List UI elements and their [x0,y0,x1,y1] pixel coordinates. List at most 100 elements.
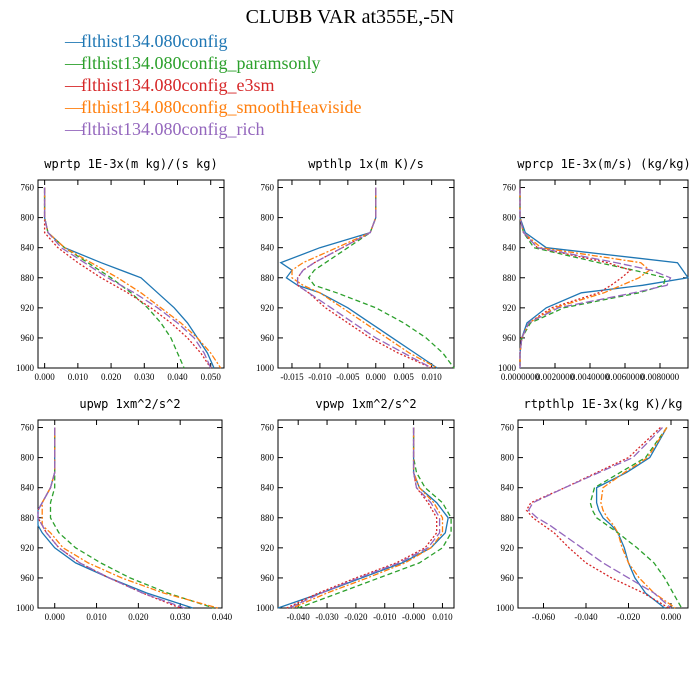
x-tick-label: 0.050 [201,372,222,382]
series-line-2 [589,427,683,609]
x-tick-label: -0.020 [617,612,641,622]
series-line-2 [519,187,667,368]
x-tick-label: 0.000 [45,612,66,622]
y-tick-label: 760 [21,423,35,433]
series-line-1 [595,427,668,609]
y-tick-label: 880 [261,273,275,283]
series-line-2 [297,427,452,609]
chart-panel-5: vpwp 1xm^2/s^2 760 800 840 880 920 960 1000 -0.0… [256,397,455,622]
chart-title: vpwp 1xm^2/s^2 [315,397,416,411]
legend-item: —flthist134.080config_paramsonly [65,52,361,74]
y-tick-label: 760 [261,183,275,193]
plot-frame [277,179,455,369]
series-line-1 [279,187,438,369]
x-tick-label: 0.030 [170,612,191,622]
legend-swatch-4: — [65,97,83,117]
y-tick-label: 920 [501,543,515,553]
x-tick-label: 0.000 [366,372,387,382]
y-tick-label: 960 [21,573,35,583]
legend-label: flthist134.080config_e3sm [81,75,275,95]
chart-panel-6: rtpthlp 1E-3x(kg K)/kg 760 800 840 880 920 960… [496,397,689,622]
legend-item: —flthist134.080config [65,30,361,52]
y-tick-label: 800 [261,213,275,223]
figure-title: CLUBB VAR at355E,-5N [245,6,455,28]
y-tick-label: 960 [503,333,517,343]
series-line-4 [600,427,676,609]
series-line-3 [37,427,181,609]
y-tick-label: 800 [261,453,275,463]
legend-item: —flthist134.080config_rich [65,118,361,140]
series-line-1 [43,187,215,369]
plot-frame [519,179,689,369]
series-line-3 [286,427,438,609]
y-tick-label: 800 [21,213,35,223]
y-tick-label: 840 [21,483,35,493]
series-line-5 [289,427,441,609]
series-line-3 [43,187,212,369]
x-tick-label: 0.010 [422,372,443,382]
series-line-4 [291,187,438,369]
series-line-4 [43,187,222,369]
y-tick-label: 760 [261,423,275,433]
chart-title: wpthlp 1x(m K)/s [308,157,424,171]
x-tick-label: 0.030 [134,372,155,382]
x-tick-label: 0.000 [35,372,56,382]
legend: —flthist134.080config —flthist134.080con… [65,30,361,140]
chart-title: rtpthlp 1E-3x(kg K)/kg [524,397,683,411]
x-tick-label: -0.005 [336,372,360,382]
y-tick-label: 760 [21,183,35,193]
x-tick-label: 0.040 [167,372,188,382]
x-tick-label: -0.030 [315,612,339,622]
legend-item: —flthist134.080config_e3sm [65,74,361,96]
y-tick-label: 960 [21,333,35,343]
x-tick-label: 0.020 [128,612,149,622]
y-tick-label: 1000 [16,603,35,613]
x-tick-label: 0.000 [661,612,682,622]
legend-label: flthist134.080config_rich [81,119,265,139]
y-tick-label: 1000 [256,603,275,613]
y-tick-label: 960 [261,573,275,583]
y-tick-label: 840 [503,243,517,253]
chart-panel-4: upwp 1xm^2/s^2 760 800 840 880 920 960 1000 0.00… [16,397,233,622]
legend-item: —flthist134.080config_smoothHeaviside [65,96,361,118]
y-tick-label: 920 [261,543,275,553]
legend-swatch-1: — [65,31,83,51]
chart-title: upwp 1xm^2/s^2 [79,397,180,411]
x-tick-label: 0.005 [394,372,415,382]
series-line-3 [296,187,432,369]
x-tick-label: 0.010 [68,372,89,382]
y-tick-label: 1000 [496,603,515,613]
series-line-2 [43,187,185,369]
legend-label: flthist134.080config_paramsonly [81,53,321,73]
chart-panel-3: wprcp 1E-3x(m/s) (kg/kg) 760 800 840 880 920 9… [498,157,691,382]
x-tick-label: 0.0060000 [606,372,645,382]
series-line-2 [307,187,455,369]
series-line-5 [296,187,433,369]
series-line-5 [519,187,672,368]
y-tick-label: 840 [21,243,35,253]
series-line-4 [292,427,444,609]
series-line-3 [525,427,670,609]
y-tick-label: 1000 [498,363,517,373]
legend-swatch-5: — [65,119,83,139]
chart-panel-1: wprtp 1E-3x(m kg)/(s kg) 760 800 840 880 920 9… [16,157,225,382]
legend-swatch-3: — [65,75,83,95]
y-tick-label: 880 [21,513,35,523]
series-line-5 [37,427,185,609]
x-tick-label: 0.020 [101,372,122,382]
y-tick-label: 960 [501,573,515,583]
x-tick-label: 0.0040000 [571,372,610,382]
x-tick-label: 0.010 [432,612,453,622]
y-tick-label: 920 [261,303,275,313]
series-line-4 [519,187,651,368]
x-tick-label: -0.040 [574,612,598,622]
x-tick-label: 0.0000000 [501,372,540,382]
x-tick-label: -0.010 [308,372,332,382]
y-tick-label: 840 [261,483,275,493]
y-tick-label: 800 [21,453,35,463]
x-tick-label: -0.040 [287,612,311,622]
y-tick-label: 1000 [256,363,275,373]
series-line-5 [527,427,672,609]
y-tick-label: 840 [261,243,275,253]
y-tick-label: 880 [501,513,515,523]
